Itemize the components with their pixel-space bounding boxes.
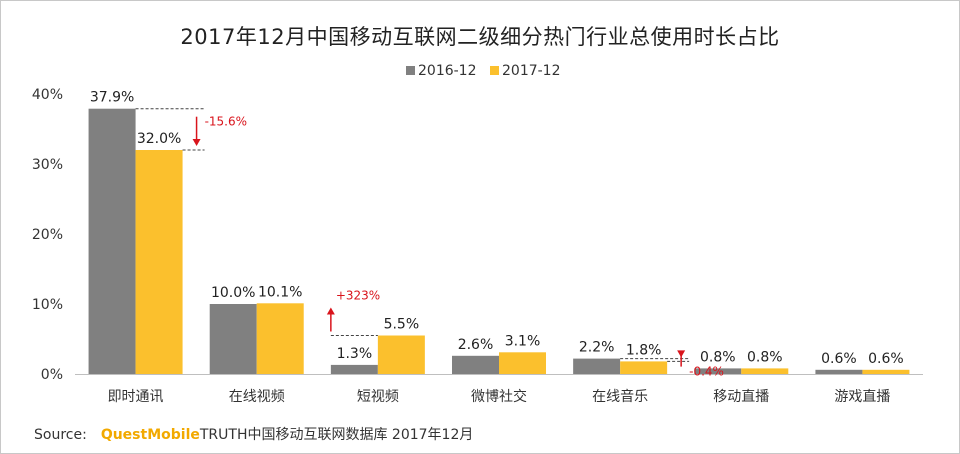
bar [741, 368, 789, 374]
bar [815, 369, 863, 374]
change-label: -0.4% [689, 365, 724, 379]
data-label: 32.0% [137, 131, 181, 147]
bar [88, 108, 136, 374]
bar [377, 335, 425, 374]
legend-swatch [490, 66, 499, 75]
category-label: 游戏直播 [834, 388, 890, 405]
data-label: 2.2% [579, 340, 615, 356]
source-text: TRUTH中国移动互联网数据库 2017年12月 [199, 427, 474, 443]
source-note: Source: QuestMobileTRUTH中国移动互联网数据库 2017年1… [34, 424, 473, 444]
y-tick-label: 30% [32, 157, 63, 173]
y-tick-label: 0% [41, 367, 63, 383]
y-tick-label: 10% [32, 297, 63, 313]
data-label: 0.6% [821, 351, 857, 367]
bar [620, 361, 668, 374]
y-tick-label: 20% [32, 227, 63, 243]
arrow-head [326, 307, 335, 315]
change-label: +323% [336, 289, 380, 303]
category-label: 在线视频 [229, 389, 285, 405]
data-label: 2.6% [458, 337, 494, 353]
source-brand: QuestMobile [100, 427, 200, 443]
data-label: 3.1% [505, 333, 541, 349]
bar [452, 355, 499, 374]
category-label: 在线音乐 [592, 388, 648, 405]
category-label: 微博社交 [471, 388, 527, 405]
source-label: Source: [34, 427, 87, 443]
data-label: 1.8% [626, 342, 662, 358]
bar [573, 358, 621, 374]
data-label: 1.3% [337, 346, 373, 362]
chart-title: 2017年12月中国移动互联网二级细分热门行业总使用时长占比 [180, 25, 780, 49]
category-label: 短视频 [357, 389, 399, 405]
legend-label: 2016-12 [418, 63, 477, 79]
y-tick-label: 40% [32, 87, 63, 103]
bar [862, 369, 910, 374]
data-label: 5.5% [384, 317, 420, 333]
data-label: 37.9% [90, 90, 134, 106]
bar [256, 303, 304, 374]
bar [330, 364, 378, 374]
bar [499, 352, 546, 374]
change-label: -15.6% [205, 115, 247, 129]
arrow-head [677, 350, 686, 358]
data-label: 0.8% [747, 349, 783, 365]
bar [135, 150, 183, 374]
arrow-head [192, 139, 201, 146]
data-label: 0.6% [868, 351, 904, 367]
legend-label: 2017-12 [502, 63, 561, 79]
category-label: 即时通讯 [108, 389, 164, 405]
data-label: 10.0% [211, 285, 255, 301]
bar [694, 368, 742, 374]
category-label: 移动直播 [713, 388, 769, 405]
legend-swatch [406, 66, 415, 75]
bar [209, 304, 257, 374]
data-label: 0.8% [700, 349, 736, 365]
data-label: 10.1% [258, 284, 302, 300]
